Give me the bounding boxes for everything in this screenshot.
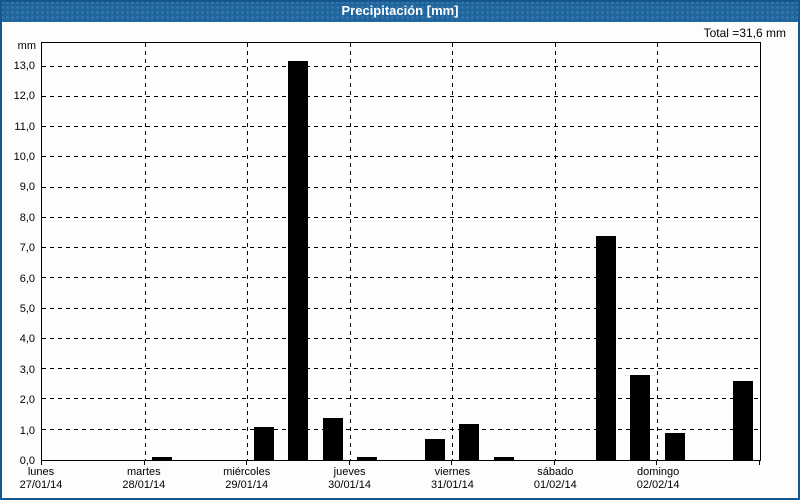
y-axis-tick-label: 0,0 <box>19 455 35 467</box>
precipitation-bar <box>322 417 343 460</box>
x-axis-day-label: jueves 30/01/14 <box>328 466 371 492</box>
precipitation-bar <box>630 375 651 460</box>
x-axis-tick <box>348 461 350 465</box>
x-axis-tick <box>143 461 145 465</box>
precipitation-bar <box>356 456 377 460</box>
precipitation-bar <box>151 456 172 460</box>
day-date: 02/02/14 <box>636 479 680 491</box>
day-name: viernes <box>434 466 471 478</box>
x-axis-tick <box>656 461 658 465</box>
precipitation-bar <box>664 432 685 460</box>
day-date: 29/01/14 <box>225 479 269 491</box>
day-date: 28/01/14 <box>122 479 166 491</box>
day-date: 31/01/14 <box>431 479 474 491</box>
y-axis: 0,0 1,0 2,0 3,0 4,0 5,0 6,0 7,0 8,0 9,0 10,0 11,0 12… <box>0 42 37 467</box>
precipitation-bar <box>732 381 753 460</box>
day-date: 01/02/14 <box>533 479 577 491</box>
v-gridline <box>452 43 454 460</box>
y-axis-tick-label: 12,0 <box>13 90 35 103</box>
x-axis: lunes 27/01/14 martes 28/01/14 miércoles 29/0… <box>20 464 761 496</box>
day-name: lunes <box>27 466 55 478</box>
x-axis-day-label: viernes 31/01/14 <box>431 466 474 492</box>
x-axis-day-label: domingo 02/02/14 <box>637 466 680 492</box>
h-gridline <box>42 277 760 279</box>
precipitation-bar <box>254 426 275 460</box>
v-gridline <box>657 43 659 460</box>
day-name: domingo <box>637 466 680 478</box>
precipitation-bar <box>425 438 446 460</box>
x-axis-day-label: lunes 27/01/14 <box>20 466 63 492</box>
y-axis-tick-label: 9,0 <box>19 181 35 194</box>
v-gridline <box>247 43 249 460</box>
x-axis-tick <box>41 461 42 465</box>
h-gridline <box>42 186 760 188</box>
day-name: martes <box>127 466 161 478</box>
h-gridline <box>42 65 760 67</box>
h-gridline <box>42 247 760 249</box>
day-name: sábado <box>537 466 574 478</box>
y-axis-tick-label: 4,0 <box>19 333 35 346</box>
day-date: 30/01/14 <box>328 479 371 491</box>
h-gridline <box>42 398 760 400</box>
h-gridline <box>42 337 760 339</box>
h-gridline <box>42 307 760 309</box>
h-gridline <box>42 428 760 430</box>
y-axis-tick-label: 5,0 <box>19 302 35 315</box>
y-axis-tick-label: 2,0 <box>19 394 35 407</box>
x-axis-day-label: martes 28/01/14 <box>122 466 165 492</box>
h-gridline <box>42 368 760 370</box>
title-bar: Precipitación [mm] <box>0 0 800 22</box>
precipitation-bar <box>493 456 514 460</box>
day-name: jueves <box>333 466 366 478</box>
x-axis-tick <box>451 461 453 465</box>
h-gridline <box>42 126 760 128</box>
total-label: Total =31,6 mm <box>703 26 786 40</box>
y-axis-tick-label: 8,0 <box>19 211 35 224</box>
day-name: miércoles <box>223 466 271 478</box>
y-axis-tick-label: 11,0 <box>14 120 35 133</box>
v-gridline <box>349 43 351 460</box>
precipitation-bar <box>288 60 309 460</box>
y-axis-tick-label: 7,0 <box>19 242 35 255</box>
y-axis-tick-label: 13,0 <box>13 59 35 72</box>
x-axis-tick <box>553 461 555 465</box>
x-axis-tick <box>246 461 248 465</box>
precipitation-bar <box>459 423 480 460</box>
plot-area <box>41 42 761 465</box>
x-axis-day-label: miércoles 29/01/14 <box>223 466 270 492</box>
y-axis-tick-label: 6,0 <box>19 272 35 285</box>
h-gridline <box>42 95 760 97</box>
precipitation-bar <box>596 236 617 460</box>
v-gridline <box>144 43 146 460</box>
y-axis-tick-label: 1,0 <box>19 424 35 437</box>
x-axis-day-label: sábado 01/02/14 <box>534 466 577 492</box>
day-date: 27/01/14 <box>19 479 63 491</box>
x-axis-tick <box>759 461 760 465</box>
chart-title: Precipitación [mm] <box>341 3 459 18</box>
y-axis-tick-label: 3,0 <box>19 363 35 376</box>
h-gridline <box>42 156 760 158</box>
v-gridline <box>554 43 556 460</box>
y-axis-tick-label: 10,0 <box>13 150 35 163</box>
y-axis-unit-label: mm <box>17 40 36 52</box>
h-gridline <box>42 216 760 218</box>
